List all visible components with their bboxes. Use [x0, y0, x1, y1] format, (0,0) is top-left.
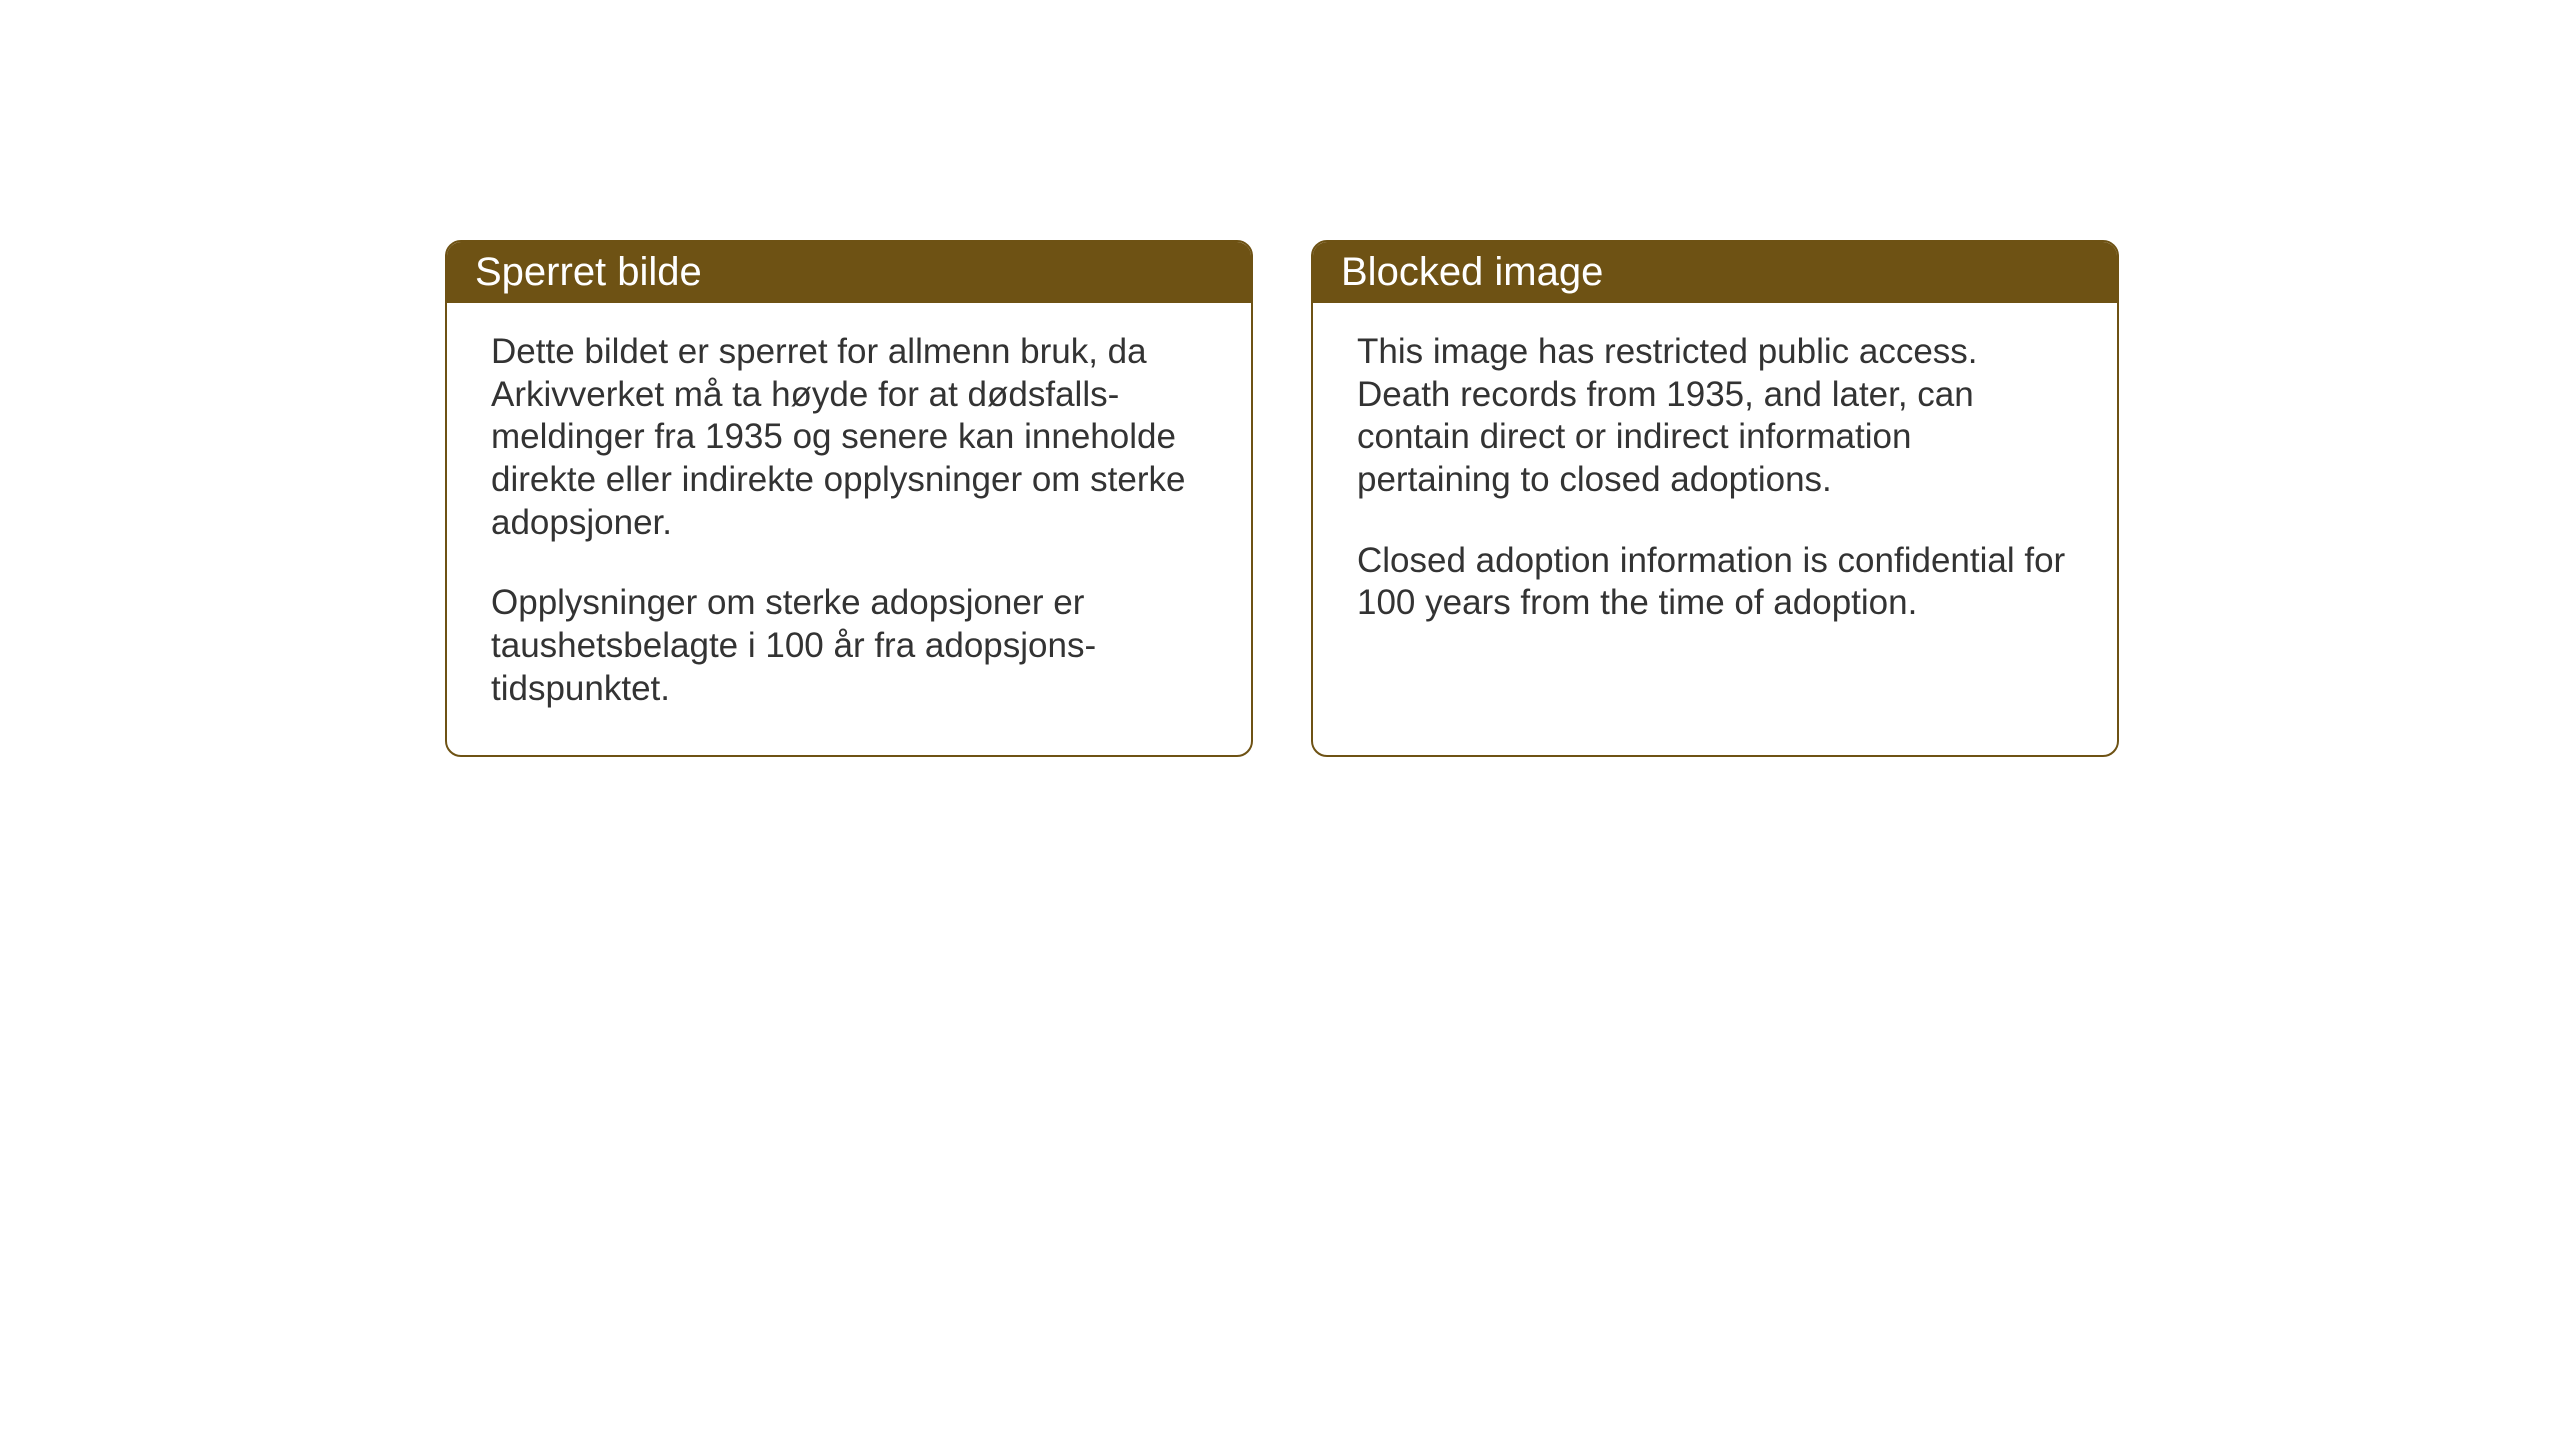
notice-paragraph: Opplysninger om sterke adopsjoner er tau… [491, 582, 1207, 710]
notice-header-english: Blocked image [1313, 242, 2117, 303]
notice-container: Sperret bilde Dette bildet er sperret fo… [445, 240, 2119, 757]
notice-card-english: Blocked image This image has restricted … [1311, 240, 2119, 757]
notice-header-norwegian: Sperret bilde [447, 242, 1251, 303]
notice-paragraph: Dette bildet er sperret for allmenn bruk… [491, 331, 1207, 544]
notice-paragraph: Closed adoption information is confident… [1357, 540, 2073, 625]
notice-card-norwegian: Sperret bilde Dette bildet er sperret fo… [445, 240, 1253, 757]
notice-paragraph: This image has restricted public access.… [1357, 331, 2073, 502]
notice-body-english: This image has restricted public access.… [1313, 303, 2117, 669]
notice-body-norwegian: Dette bildet er sperret for allmenn bruk… [447, 303, 1251, 755]
